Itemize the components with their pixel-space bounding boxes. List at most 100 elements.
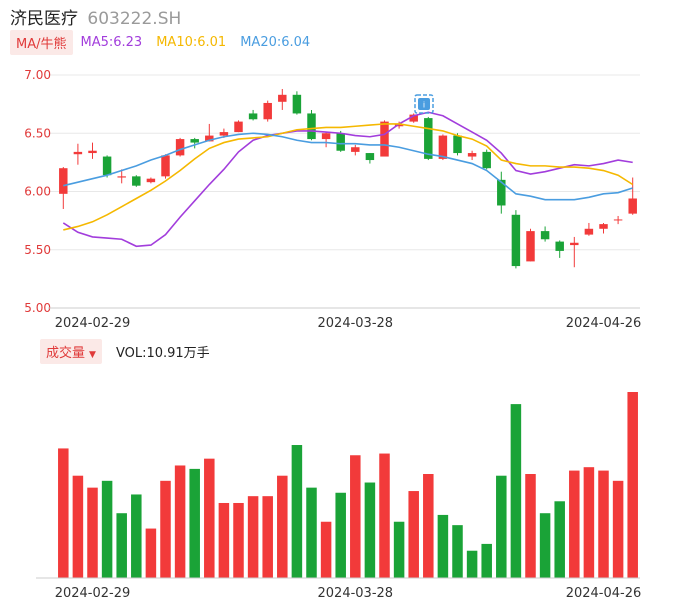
- y-tick-label: 6.00: [24, 185, 51, 199]
- volume-bar: [466, 550, 478, 578]
- y-tick-label: 5.00: [24, 301, 51, 315]
- candle: [146, 177, 156, 184]
- ma5-line: [62, 111, 633, 248]
- ma20-line: [63, 132, 633, 201]
- volume-bar: [262, 496, 273, 578]
- candle-body: [453, 135, 462, 154]
- x-tick-label: 2024-02-29: [55, 586, 131, 601]
- candle: [584, 222, 594, 236]
- candle: [613, 215, 623, 225]
- candle-body: [263, 102, 272, 120]
- candle-body: [380, 121, 389, 157]
- candle-body: [73, 151, 83, 155]
- candle-body: [409, 114, 418, 122]
- candle-body: [584, 228, 594, 235]
- stock-title: 济民医疗 603222.SH: [10, 4, 181, 29]
- candle: [424, 116, 433, 161]
- candle: [292, 91, 302, 115]
- candle-body: [351, 147, 360, 152]
- volume-bar: [452, 525, 463, 578]
- volume-button-label: 成交量: [46, 345, 86, 361]
- candle-body: [292, 94, 302, 114]
- volume-bar: [510, 404, 522, 578]
- candle-body: [146, 178, 156, 183]
- candle-body: [628, 198, 637, 214]
- candle-body: [234, 121, 243, 133]
- volume-bar: [569, 470, 580, 578]
- volume-bar: [598, 470, 609, 578]
- volume-indicator-button[interactable]: 成交量 ▼: [40, 338, 102, 364]
- volume-bar: [101, 480, 113, 578]
- candle: [380, 120, 389, 157]
- stock-name: 济民医疗: [10, 9, 78, 29]
- x-tick-label: 2024-02-29: [55, 316, 131, 331]
- event-marker-icon[interactable]: i: [414, 94, 434, 114]
- candle-body: [132, 176, 141, 186]
- candle-body: [321, 133, 331, 140]
- candle-body: [424, 118, 433, 159]
- volume-bar: [247, 496, 259, 578]
- volume-bar: [145, 528, 157, 578]
- x-tick-label: 2024-03-28: [318, 316, 394, 331]
- candle-body: [599, 224, 608, 229]
- candle-body: [161, 155, 170, 177]
- volume-legend: 成交量 ▼ VOL:10.91万手: [40, 338, 210, 364]
- volume-bar: [583, 467, 595, 578]
- candle-body: [88, 150, 97, 154]
- volume-bar: [481, 543, 492, 578]
- volume-bar: [87, 487, 98, 578]
- ma-indicator-button[interactable]: MA/牛熊: [10, 29, 73, 55]
- candle-body: [365, 153, 375, 161]
- candle: [73, 143, 83, 165]
- volume-bar: [320, 521, 332, 578]
- candle: [555, 240, 564, 258]
- volume-bar: [437, 514, 449, 578]
- volume-panel: 2024-02-29 2024-03-28 2024-04-26: [36, 392, 641, 601]
- candle: [88, 142, 97, 159]
- volume-bar: [291, 445, 303, 578]
- candle: [205, 123, 214, 142]
- candle-body: [117, 176, 126, 178]
- candle: [175, 137, 185, 157]
- volume-bar: [72, 475, 84, 578]
- candle-body: [438, 135, 448, 159]
- y-tick-label: 7.00: [24, 68, 51, 82]
- volume-bar: [350, 455, 361, 578]
- candle-body: [102, 156, 112, 176]
- candle: [263, 100, 272, 122]
- candle: [161, 154, 170, 179]
- price-panel: 7.00 6.50 6.00 5.50 5.00 2024-02-29 2024-03-28…: [24, 68, 641, 331]
- volume-bar: [554, 501, 565, 578]
- volume-bar: [335, 492, 346, 578]
- ma-legend: MA/牛熊 MA5:6.23 MA10:6.01 MA20:6.04: [10, 29, 324, 55]
- candle-body: [613, 219, 623, 221]
- y-tick-label: 5.50: [24, 243, 51, 257]
- volume-bar: [379, 453, 390, 578]
- dropdown-caret-icon: ▼: [89, 349, 96, 360]
- candle: [497, 171, 506, 214]
- x-tick-label: 2024-04-26: [566, 586, 642, 601]
- volume-bar: [58, 448, 69, 578]
- candle-body: [526, 231, 535, 262]
- ma10-label: MA10:6.01: [156, 34, 227, 50]
- candle-body: [190, 139, 199, 143]
- svg-text:i: i: [423, 101, 425, 110]
- y-tick-label: 6.50: [24, 126, 51, 140]
- candle: [307, 109, 316, 141]
- candle-body: [497, 179, 506, 206]
- candle: [278, 88, 287, 110]
- ma10-line: [63, 123, 634, 231]
- candle-body: [248, 113, 258, 120]
- volume-bar: [204, 458, 215, 578]
- volume-bar: [131, 494, 142, 578]
- volume-bar: [525, 474, 536, 578]
- candle-body: [219, 132, 229, 136]
- candle: [234, 120, 243, 133]
- candle-body: [482, 151, 491, 169]
- volume-bar: [539, 513, 551, 578]
- candle: [540, 226, 550, 242]
- stock-code: 603222.SH: [87, 9, 182, 29]
- candle: [599, 222, 608, 234]
- candle-body: [336, 133, 345, 151]
- x-tick-label: 2024-04-26: [566, 316, 642, 331]
